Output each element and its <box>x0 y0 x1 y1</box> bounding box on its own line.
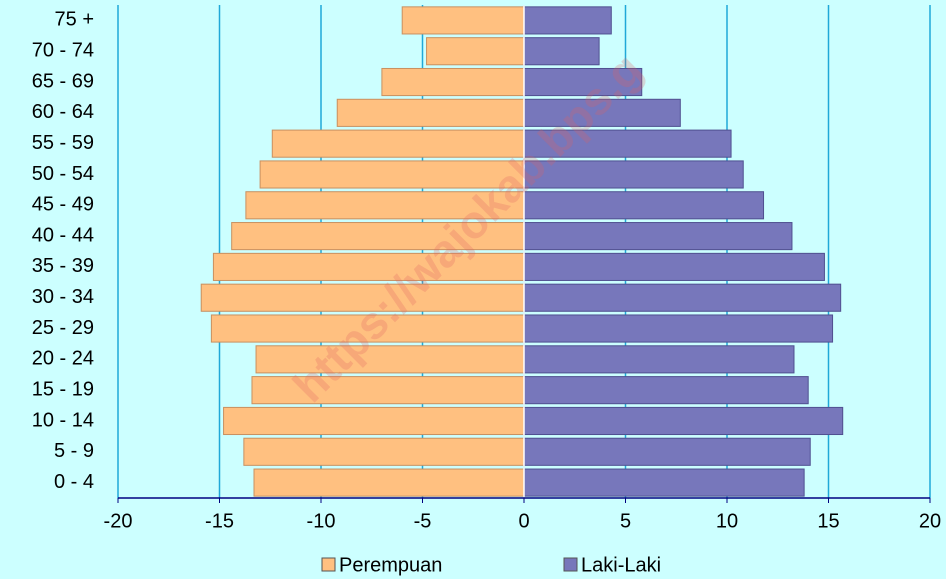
bar <box>523 376 809 405</box>
bar <box>231 222 525 251</box>
x-tick-label: 5 <box>620 510 631 532</box>
bar <box>210 314 525 343</box>
x-tick-label: -20 <box>104 510 133 532</box>
bar <box>212 252 525 281</box>
y-tick-label: 70 - 74 <box>32 40 94 62</box>
bar <box>523 314 834 343</box>
y-tick-label: 5 - 9 <box>54 440 94 462</box>
legend-swatch <box>563 557 578 572</box>
legend-label: Perempuan <box>339 554 442 576</box>
x-tick-label: 20 <box>919 510 941 532</box>
y-tick-label: 60 - 64 <box>32 101 94 123</box>
legend-label: Laki-Laki <box>581 554 661 576</box>
bar <box>401 6 525 35</box>
bar <box>523 468 805 497</box>
bar <box>523 129 732 158</box>
x-tick-label: 15 <box>817 510 839 532</box>
y-tick-label: 65 - 69 <box>32 70 94 92</box>
bar <box>336 98 525 127</box>
y-tick-label: 45 - 49 <box>32 194 94 216</box>
y-tick-label: 25 - 29 <box>32 317 94 339</box>
bar <box>523 345 795 374</box>
bar <box>200 283 525 312</box>
y-tick-label: 55 - 59 <box>32 132 94 154</box>
bar <box>523 252 825 281</box>
bar <box>271 129 525 158</box>
x-tick-label: -10 <box>307 510 336 532</box>
y-tick-label: 10 - 14 <box>32 409 94 431</box>
bar <box>523 406 844 436</box>
y-tick-label: 40 - 44 <box>32 224 94 246</box>
bar <box>523 283 842 312</box>
y-tick-label: 35 - 39 <box>32 255 94 277</box>
bar <box>523 67 643 97</box>
x-tick-label: 0 <box>518 510 529 532</box>
y-tick-label: 15 - 19 <box>32 378 94 400</box>
legend-swatch <box>321 557 336 572</box>
bar <box>523 160 744 189</box>
bar <box>523 6 612 35</box>
x-tick-label: -5 <box>414 510 432 532</box>
bar <box>523 437 811 466</box>
y-tick-label: 20 - 24 <box>32 348 94 370</box>
bar <box>523 191 765 220</box>
bar <box>223 406 525 436</box>
y-tick-label: 30 - 34 <box>32 286 94 308</box>
bar <box>523 98 681 127</box>
x-tick-label: 10 <box>716 510 738 532</box>
y-tick-label: 0 - 4 <box>54 471 94 493</box>
bar <box>523 222 793 251</box>
y-tick-label: 50 - 54 <box>32 163 94 185</box>
x-tick-label: -15 <box>205 510 234 532</box>
y-tick-label: 75 + <box>55 9 94 31</box>
bar <box>243 437 525 466</box>
bar <box>245 191 525 220</box>
bar <box>426 37 525 66</box>
bar <box>253 468 525 497</box>
bar <box>381 67 525 97</box>
bar <box>523 37 600 66</box>
